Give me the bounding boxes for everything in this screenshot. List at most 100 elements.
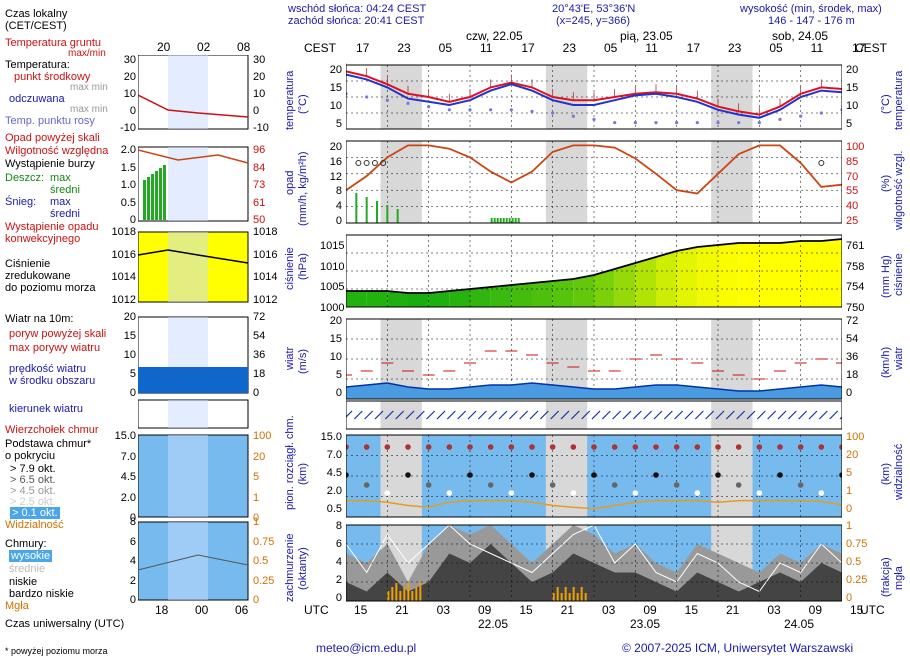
hour-bottom-10: 03 [767, 603, 781, 617]
cest-label-left: CEST [304, 41, 337, 55]
wind-arrow [529, 410, 539, 420]
hour-bottom-0: 15 [354, 603, 368, 617]
pressure-area-segment [573, 275, 594, 307]
hour-bottom-8: 15 [684, 603, 699, 617]
cloud-top-dot [777, 444, 783, 450]
dew-point [757, 121, 761, 125]
cloud-top-dot [487, 444, 494, 450]
cloud-base-dot [363, 482, 370, 488]
fog-unit: (frakcja) [880, 557, 892, 597]
coordinates: 20°43'E, 53°36'N [552, 3, 636, 15]
wind-arrow [519, 410, 529, 420]
frame-cb [346, 434, 842, 518]
cl-tick-1: 6 [335, 538, 342, 550]
cloud-base-dot [694, 490, 701, 496]
pressure-area-segment [594, 269, 615, 307]
cl-tick-4: 0 [335, 592, 342, 604]
lg-cb-r-1: 20 [253, 450, 266, 463]
wind-kmh-tick-4: 0 [846, 387, 853, 399]
legend-rain-max: max [50, 172, 71, 184]
temp-tick-l-1: 15 [329, 82, 342, 94]
lg-temp-r-4: -10 [253, 122, 269, 134]
dew-point [675, 121, 679, 125]
pressure-area-segment [428, 291, 450, 307]
mini-cloud-line [138, 554, 249, 571]
lg-cb-r-2: 5 [253, 471, 260, 483]
hour-bottom-6: 03 [602, 603, 616, 617]
legend-wind10: Wiatr na 10m: [5, 313, 74, 325]
temp-tick-r-1: 15 [846, 82, 859, 94]
pressure-area-segment [449, 289, 470, 307]
legend-okt-79: > 7.9 okt. [10, 463, 56, 475]
lg-cl-r-4: 0 [253, 594, 260, 606]
lg-cb-r-0: 100 [253, 430, 272, 442]
hum-tick-5: 25 [846, 215, 859, 227]
pressure-area-segment [408, 293, 429, 307]
wind-arrow [405, 410, 415, 420]
fog-tick-4: 0 [846, 592, 853, 604]
lg-prec-r-2: 73 [253, 179, 266, 191]
hour-top-8: 17 [686, 41, 701, 55]
legend-feel: odczuwana [9, 93, 65, 105]
altitude-values: 146 - 147 - 176 m [768, 15, 855, 27]
lg-cb-l-1: 7.0 [120, 450, 136, 463]
lg-cl-l-2: 4 [129, 555, 136, 567]
lg-wind-r-3: 18 [253, 368, 266, 380]
wind-arrow [446, 410, 456, 420]
fog-bar [391, 587, 394, 601]
wind-arrow [436, 410, 446, 420]
wind-arrow [725, 410, 735, 420]
cloud-base-dot [467, 472, 473, 478]
hour-bottom-9: 21 [726, 603, 740, 617]
legend-humidity: Wilgotność względna [5, 145, 109, 157]
temp-ylabel-r: temperatura [893, 70, 905, 130]
wind-unit: (m/s) [297, 348, 309, 374]
press-unit: (hPa) [297, 253, 309, 280]
wind-tick-1: 15 [329, 333, 342, 345]
dew-point [509, 108, 513, 112]
press-ylabel: ciśnienie [284, 247, 296, 290]
wind-arrow [808, 410, 818, 420]
pressure-area-segment [366, 291, 388, 307]
lg-wind-r-2: 36 [253, 349, 266, 361]
press-tick-3: 1000 [320, 302, 345, 314]
lg-press-l-0: 1018 [111, 226, 136, 238]
rain-bar-mid-8 [514, 218, 517, 223]
legend-gust-max: max porywy wiatru [9, 342, 101, 354]
lg-temp-l-1: 20 [123, 71, 136, 83]
dew-point [654, 121, 658, 125]
temp-unit-r: (°C) [880, 94, 892, 114]
lg-wind-l-4: 0 [129, 387, 136, 399]
hum-tick-1: 85 [846, 155, 859, 168]
frame-wind [346, 318, 842, 400]
vis-tick-0: 100 [846, 431, 865, 443]
footer-email[interactable]: meteo@icm.edu.pl [316, 641, 417, 655]
cl-tick-3: 2 [335, 574, 342, 586]
pressure-area-segment [470, 287, 491, 307]
lg-press-r-2: 1014 [253, 271, 278, 284]
lg-cb-l-4: 0 [129, 512, 136, 524]
hum-tick-2: 70 [846, 170, 859, 183]
rain-bar-mid-5 [505, 218, 508, 223]
cloud-base-dot [529, 472, 535, 478]
prec-tick-2: 12 [329, 170, 342, 183]
pressure-area-segment [738, 243, 760, 307]
cb-tick-2: 4.5 [326, 467, 342, 479]
lg-cl-r-3: 0.25 [253, 574, 275, 587]
mini-cloud-base-night [168, 435, 208, 517]
legend-cloud-base: Podstawa chmur* [5, 438, 92, 450]
altitude-label: wysokość (min, środek, max) [740, 3, 882, 15]
dew-point [819, 111, 823, 115]
cloud-top-dot [346, 444, 349, 450]
wind-arrow [346, 410, 353, 418]
legend-ground-temp-2: max/min [68, 48, 106, 59]
cloud-base-dot [653, 472, 659, 478]
legend-utc-time: Czas uniwersalny (UTC) [5, 618, 125, 630]
legend-snow-mid: średni [50, 208, 80, 220]
cloud-base-dot [839, 472, 842, 478]
humidity-line [346, 144, 842, 195]
wind-arrow [746, 410, 756, 420]
mini-wind-area [138, 367, 248, 393]
legend-snow: Śnieg: [5, 196, 37, 208]
wind-tick-3: 5 [335, 369, 342, 381]
